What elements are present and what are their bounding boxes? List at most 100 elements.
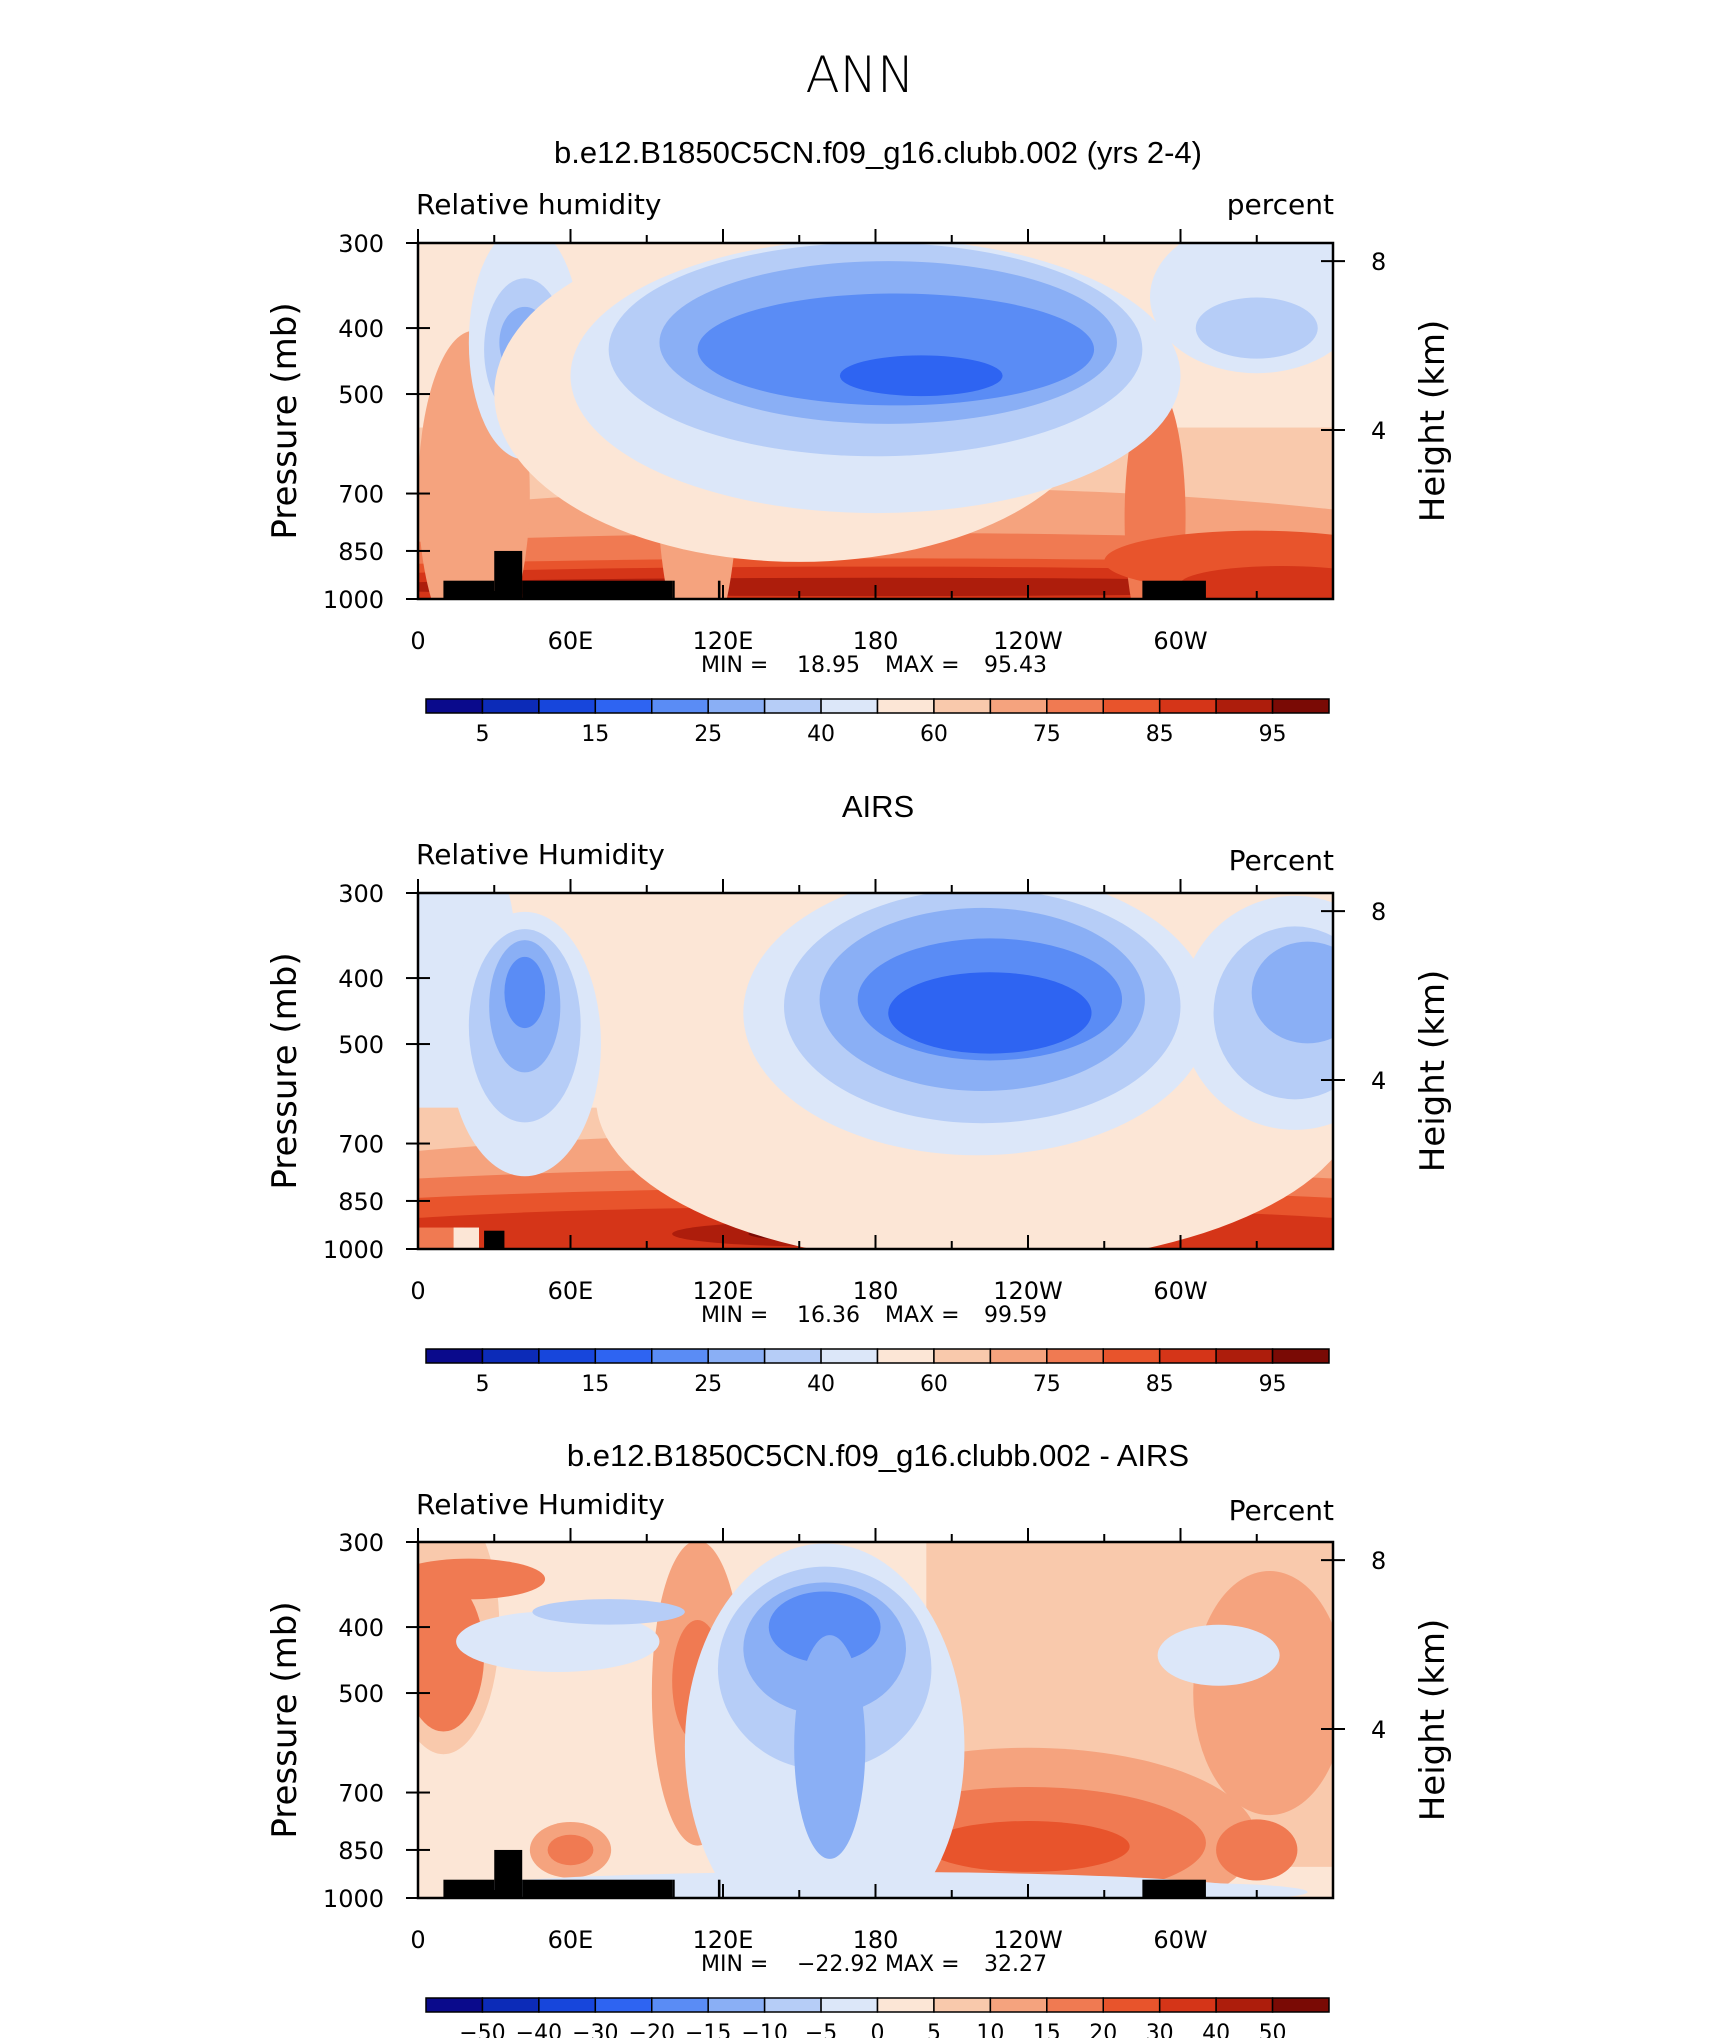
colorbar-swatch [1046,1348,1104,1364]
colorbar-label: 5 [927,2021,941,2038]
colorbar-label: 5 [475,1372,489,1397]
colorbar-swatch [538,1997,597,2013]
contour-fill [532,1599,685,1625]
colorbar-swatch [1158,1348,1217,1364]
colorbar-swatch [876,1997,935,2013]
contour-fill [453,1227,479,1249]
colorbar-label: −15 [685,2021,731,2038]
field [418,893,1333,1249]
terrain-mask [494,1849,523,1898]
colorbar-swatch [707,1997,766,2013]
min-label: MIN = [701,1952,768,1977]
contour-fill [1180,566,1333,599]
colorbar-swatch [1271,1348,1330,1364]
colorbar-swatch [425,1997,484,2013]
y-axis-title-right: Height (km) [1413,970,1453,1173]
colorbar-label: 75 [1033,722,1061,747]
panel-title: b.e12.B1850C5CN.f09_g16.clubb.002 - AIRS [567,1438,1189,1473]
panel-3: b.e12.B1850C5CN.f09_g16.clubb.002 - AIRS… [265,1438,1453,2038]
max-label: MAX = [885,653,960,678]
x-tick-label: 180 [853,627,899,655]
colorbar-label: 15 [581,722,609,747]
colorbar-label: 40 [1202,2021,1230,2038]
terrain-mask [672,1879,675,1898]
colorbar-swatch [1271,698,1330,714]
max-label: MAX = [885,1952,960,1977]
colorbar-label: −30 [572,2021,618,2038]
colorbar-swatch [820,698,879,714]
colorbar-swatch [1215,1997,1274,2013]
page-title: ANN [805,46,914,104]
x-tick-label: 120E [693,1926,754,1954]
y-tick-label: 1000 [323,586,384,614]
height-tick-label: 8 [1371,1547,1386,1575]
y-axis-title-right: Height (km) [1413,320,1453,523]
min-value: 18.95 [797,653,860,678]
terrain-mask [484,1230,505,1249]
min-label: MIN = [701,653,768,678]
x-tick-label: 60W [1153,627,1207,655]
x-tick-label: 120W [993,1277,1063,1305]
min-label: MIN = [701,1303,768,1328]
terrain-mask [672,580,675,599]
max-label: MAX = [885,1303,960,1328]
colorbar-swatch [425,698,484,714]
colorbar-swatch [876,698,935,714]
colorbar-swatch [876,1348,935,1364]
y-tick-label: 850 [338,538,384,566]
contour-fill [1216,1819,1298,1881]
colorbar-swatch [1046,698,1104,714]
y-tick-label: 700 [338,1131,384,1159]
contour-fill [1195,297,1318,359]
min-value: 16.36 [797,1303,860,1328]
colorbar-swatch [481,698,540,714]
terrain-mask [522,1879,673,1898]
colorbar-swatch [763,698,822,714]
colorbar-swatch [425,1348,484,1364]
y-tick-label: 500 [338,1031,384,1059]
colorbar-label: 50 [1259,2021,1287,2038]
colorbar-swatch [933,1997,992,2013]
colorbar-swatch [820,1348,879,1364]
colorbar-swatch [989,1997,1048,2013]
colorbar-swatch [538,1348,597,1364]
y-axis-title: Pressure (mb) [265,1601,305,1838]
colorbar-label: 30 [1146,2021,1174,2038]
height-tick-label: 4 [1371,1716,1386,1744]
max-value: 99.59 [984,1303,1047,1328]
colorbar-label: −50 [459,2021,505,2038]
colorbar-label: 85 [1146,722,1174,747]
colorbar-label: 95 [1259,722,1287,747]
colorbar-swatch [933,1348,992,1364]
variable-label: Relative humidity [416,188,661,221]
y-axis-title-right: Height (km) [1413,1619,1453,1822]
colorbar-swatch [594,1348,653,1364]
colorbar-swatch [763,1348,822,1364]
terrain-mask [717,580,721,599]
colorbar-swatch [1158,1997,1217,2013]
colorbar-swatch [651,1997,709,2013]
units-label: Percent [1229,1494,1334,1527]
contour-fill [1157,1624,1280,1686]
field [418,1542,1333,1898]
colorbar-swatch [820,1997,879,2013]
colorbar-label: 15 [1033,2021,1061,2038]
y-tick-label: 500 [338,1680,384,1708]
variable-label: Relative Humidity [416,838,665,871]
y-tick-label: 300 [338,230,384,258]
y-tick-label: 1000 [323,1236,384,1264]
colorbar-swatch [1158,698,1217,714]
panel-title: AIRS [842,789,914,824]
field [418,243,1333,599]
colorbar-swatch [594,1997,653,2013]
contour-fill [418,1578,485,1732]
colorbar-swatch [1271,1997,1330,2013]
max-value: 95.43 [984,653,1047,678]
variable-label: Relative Humidity [416,1488,665,1521]
colorbar-label: 15 [581,1372,609,1397]
colorbar-swatch [989,1348,1048,1364]
colorbar-swatch [707,698,766,714]
y-tick-label: 850 [338,1837,384,1865]
x-tick-label: 60W [1153,1277,1207,1305]
